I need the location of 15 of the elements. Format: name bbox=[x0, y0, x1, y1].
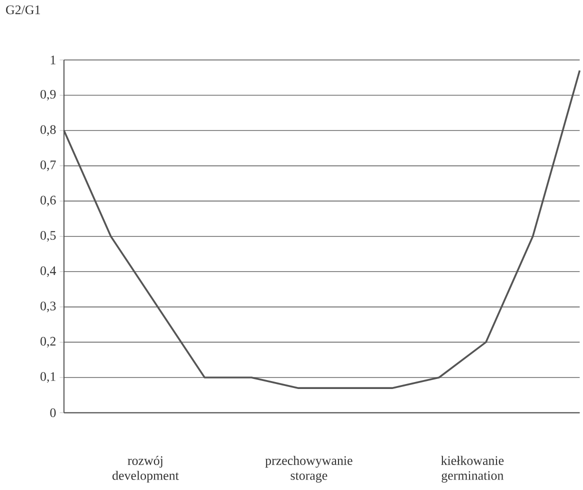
y-tick-label: 0,6 bbox=[40, 196, 56, 207]
text: kiełkowanie germination bbox=[441, 456, 504, 483]
y-tick-label: 0,9 bbox=[40, 90, 56, 101]
text: przechowywanie storage bbox=[265, 456, 352, 483]
y-tick-label: 0,3 bbox=[40, 302, 56, 312]
y-tick-label: 0,2 bbox=[40, 337, 56, 348]
y-axis-title: G2/G1 bbox=[6, 6, 40, 14]
y-tick-label: 0,1 bbox=[40, 372, 56, 383]
y-tick-label: 0,8 bbox=[40, 125, 56, 136]
y-tick-label: 0 bbox=[50, 408, 56, 418]
y-tick-label: 0,7 bbox=[40, 160, 56, 172]
text: rozwój development bbox=[112, 456, 179, 483]
y-tick-label: 0,4 bbox=[40, 266, 56, 278]
y-tick-label: 0,5 bbox=[40, 231, 56, 242]
y-tick-label: 1 bbox=[50, 56, 56, 64]
